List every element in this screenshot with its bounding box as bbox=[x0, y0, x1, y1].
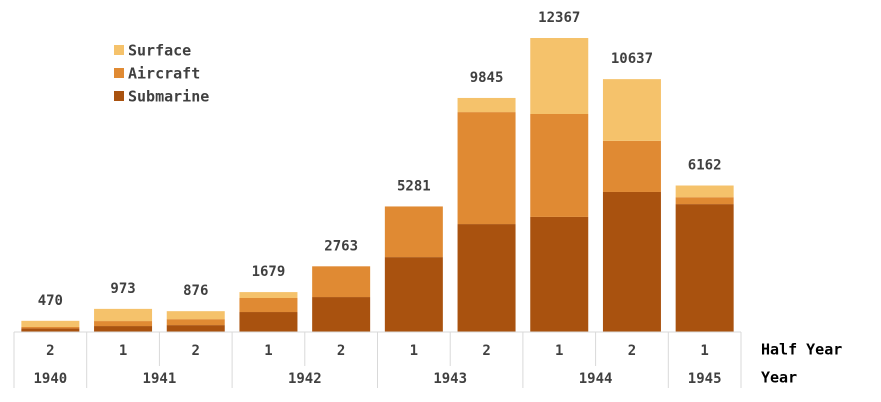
bar-segment bbox=[312, 266, 371, 298]
bar-segment bbox=[675, 204, 734, 332]
bar-segment bbox=[530, 216, 589, 332]
legend-swatch bbox=[114, 45, 124, 55]
total-label: 876 bbox=[183, 283, 208, 299]
total-label: 12367 bbox=[538, 10, 580, 26]
total-label: 10637 bbox=[611, 51, 653, 67]
legend-swatch bbox=[114, 91, 124, 101]
x-tick-label: 2 bbox=[337, 343, 345, 359]
bar-segment bbox=[166, 319, 225, 326]
bar-segment bbox=[94, 326, 153, 332]
bar-segment bbox=[457, 112, 516, 225]
group-label: 1941 bbox=[143, 371, 177, 387]
x-tick-label: 1 bbox=[700, 343, 708, 359]
bar-segment bbox=[675, 185, 734, 198]
bar-segment bbox=[94, 308, 153, 322]
x-tick-label: 2 bbox=[628, 343, 636, 359]
bar-segment bbox=[602, 140, 661, 192]
legend-label: Aircraft bbox=[128, 65, 200, 83]
group-axis-title: Year bbox=[761, 369, 797, 387]
legend-swatch bbox=[114, 68, 124, 78]
group-label: 1944 bbox=[579, 371, 613, 387]
bar-segment bbox=[530, 114, 589, 217]
legend-label: Submarine bbox=[128, 88, 209, 106]
bar-segment bbox=[94, 321, 153, 327]
x-tick-label: 2 bbox=[482, 343, 490, 359]
x-tick-label: 1 bbox=[555, 343, 563, 359]
group-label: 1945 bbox=[688, 371, 722, 387]
bar-segment bbox=[21, 320, 80, 328]
bar-segment bbox=[384, 257, 443, 332]
total-label: 9845 bbox=[470, 70, 504, 86]
group-label: 1940 bbox=[33, 371, 67, 387]
total-label: 1679 bbox=[252, 264, 286, 280]
group-label: 1942 bbox=[288, 371, 322, 387]
total-label: 470 bbox=[38, 293, 63, 309]
x-tick-label: 2 bbox=[46, 343, 54, 359]
bar-segment bbox=[602, 79, 661, 141]
group-label: 1943 bbox=[433, 371, 467, 387]
bar-segment bbox=[530, 38, 589, 115]
bar-segment bbox=[457, 97, 516, 113]
x-tick-label: 1 bbox=[264, 343, 272, 359]
x-axis-title: Half Year bbox=[761, 341, 842, 359]
bar-segment bbox=[21, 327, 80, 329]
bar-segment bbox=[166, 325, 225, 332]
bar-segment bbox=[239, 298, 298, 313]
legend-label: Surface bbox=[128, 42, 191, 60]
total-label: 2763 bbox=[324, 238, 358, 254]
bar-segment bbox=[166, 311, 225, 320]
bar-segment bbox=[239, 292, 298, 299]
bar-segment bbox=[384, 206, 443, 258]
total-label: 6162 bbox=[688, 158, 722, 174]
bar-segment bbox=[312, 297, 371, 332]
x-tick-label: 1 bbox=[410, 343, 418, 359]
bar-segment bbox=[457, 224, 516, 332]
total-label: 5281 bbox=[397, 178, 431, 194]
total-label: 973 bbox=[110, 281, 135, 297]
x-tick-label: 2 bbox=[192, 343, 200, 359]
x-tick-label: 1 bbox=[119, 343, 127, 359]
bar-segment bbox=[675, 197, 734, 205]
bar-segment bbox=[602, 191, 661, 332]
bar-segment bbox=[21, 328, 80, 332]
bar-segment bbox=[239, 312, 298, 332]
